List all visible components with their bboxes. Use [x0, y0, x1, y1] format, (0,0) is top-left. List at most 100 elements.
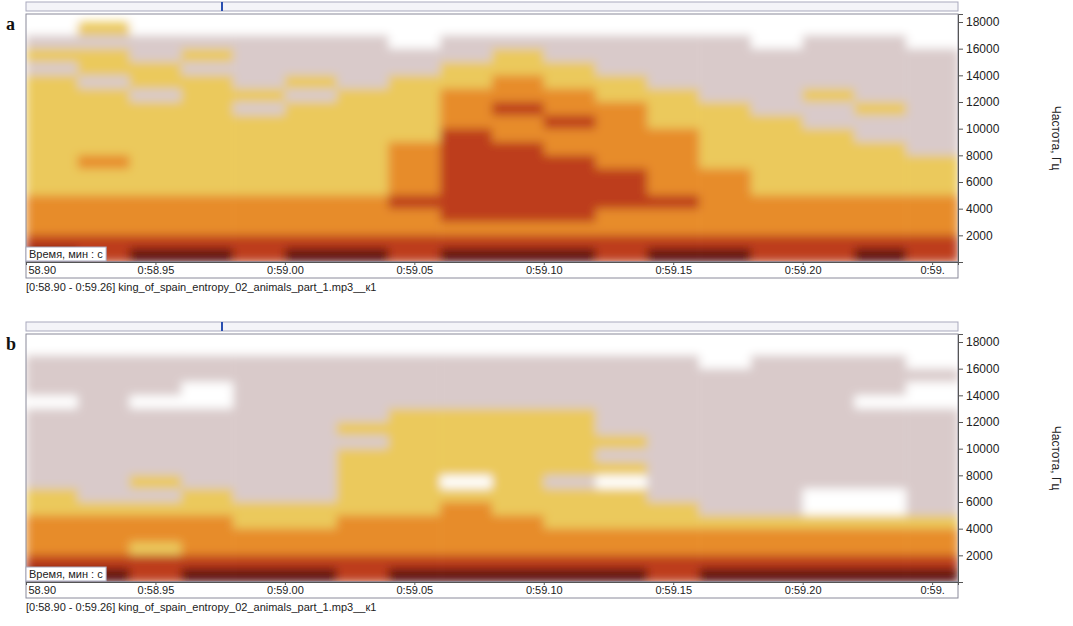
cell: [285, 102, 337, 116]
cell: [596, 155, 648, 169]
cell: [544, 169, 596, 183]
cell: [233, 515, 285, 529]
cell: [78, 355, 130, 369]
x-tick: 0:59.20: [785, 262, 822, 276]
cell: [78, 475, 130, 489]
cell: [751, 22, 803, 36]
cell: [130, 369, 182, 383]
cell: [699, 89, 751, 103]
y-tick: 10000: [958, 122, 1000, 136]
cell: [337, 395, 389, 409]
cell: [181, 115, 233, 129]
cell: [699, 235, 751, 249]
cell: [440, 449, 492, 463]
cell: [388, 529, 440, 543]
cell: [492, 569, 544, 582]
cell: [751, 142, 803, 156]
cell: [854, 115, 906, 129]
cell: [285, 115, 337, 129]
cell: [854, 422, 906, 436]
cell: [440, 249, 492, 262]
cell: [388, 169, 440, 183]
cell: [130, 49, 182, 63]
cell: [751, 75, 803, 89]
x-tick: 0:58.95: [138, 582, 175, 596]
cell: [388, 435, 440, 449]
cell: [388, 342, 440, 356]
cell: [596, 49, 648, 63]
cell: [388, 89, 440, 103]
cell: [647, 395, 699, 409]
cell: [699, 515, 751, 529]
cell: [906, 169, 958, 183]
cell: [337, 35, 389, 49]
cell: [26, 22, 78, 36]
cell: [285, 22, 337, 36]
cell: [492, 182, 544, 196]
cell: [699, 22, 751, 36]
cell: [699, 449, 751, 463]
cell: [233, 22, 285, 36]
x-tick-mark: [26, 582, 27, 585]
cell: [544, 475, 596, 489]
cell: [388, 235, 440, 249]
cell: [544, 182, 596, 196]
cell: [181, 489, 233, 503]
cell: [440, 369, 492, 383]
y-tick-mark: [958, 129, 963, 130]
cell: [906, 102, 958, 116]
cell: [181, 515, 233, 529]
x-tick: 0:58.95: [138, 262, 175, 276]
cell: [388, 395, 440, 409]
cell: [285, 422, 337, 436]
cells: [26, 342, 958, 582]
x-tick: 0:59.15: [655, 262, 692, 276]
cell: [699, 182, 751, 196]
cell: [751, 515, 803, 529]
x-tick: 0:59.05: [396, 262, 433, 276]
chart-page: 2000400060008000100001200014000160001800…: [0, 0, 1073, 626]
cell: [388, 35, 440, 49]
cell: [596, 355, 648, 369]
cell: [492, 342, 544, 356]
cell: [26, 435, 78, 449]
cell: [596, 489, 648, 503]
cell: [233, 529, 285, 543]
cell: [233, 395, 285, 409]
cell: [388, 369, 440, 383]
cell: [544, 249, 596, 262]
y-tick: 4000: [958, 202, 993, 216]
cell: [906, 222, 958, 236]
cell: [492, 409, 544, 423]
cell: [440, 195, 492, 209]
cell: [233, 475, 285, 489]
cell: [544, 35, 596, 49]
cell: [440, 182, 492, 196]
cell: [233, 155, 285, 169]
cell: [699, 342, 751, 356]
cell: [854, 542, 906, 556]
x-tick: 58.90: [27, 582, 57, 596]
cell: [699, 542, 751, 556]
cell: [440, 355, 492, 369]
cell: [544, 502, 596, 516]
cell: [699, 49, 751, 63]
cell: [130, 235, 182, 249]
cell: [699, 435, 751, 449]
plot-background: [26, 14, 958, 262]
cell: [596, 195, 648, 209]
cell: [596, 89, 648, 103]
cell: [78, 515, 130, 529]
cell: [906, 209, 958, 223]
scroll-marker: [221, 2, 223, 11]
cell: [285, 89, 337, 103]
cell: [699, 62, 751, 76]
cell: [285, 222, 337, 236]
cell: [544, 222, 596, 236]
y-tick-mark: [958, 49, 963, 50]
cell: [78, 35, 130, 49]
cell: [544, 489, 596, 503]
cell: [337, 449, 389, 463]
x-axis-title-box: Время, мин : с: [26, 567, 106, 581]
cell: [647, 502, 699, 516]
